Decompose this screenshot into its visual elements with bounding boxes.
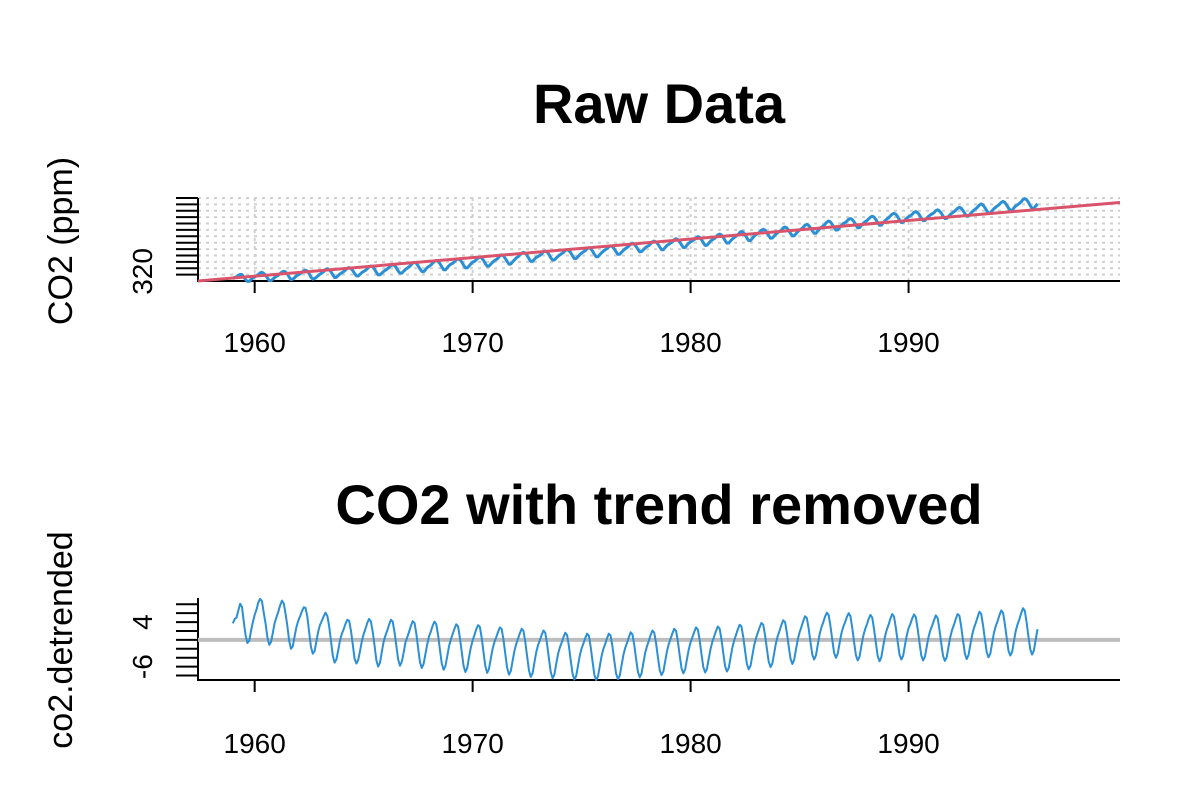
y-tick-label: 4 (127, 614, 158, 630)
x-tick-label: 1970 (441, 327, 503, 358)
x-tick-label: 1990 (877, 327, 939, 358)
detrended-title: CO2 with trend removed (335, 473, 982, 536)
raw-data-title: Raw Data (533, 72, 786, 135)
x-tick-label: 1960 (224, 327, 286, 358)
detrended-panel: CO2 with trend removed co2.detrended 4 -6… (42, 473, 1120, 759)
detrended-y-axis-label: co2.detrended (42, 531, 80, 748)
y-tick-label: 320 (127, 248, 158, 295)
x-tick-label: 1960 (224, 728, 286, 759)
raw-data-y-ticks: 320 (127, 197, 198, 295)
detrended-series-line (231, 597, 1039, 681)
x-tick-label: 1970 (441, 728, 503, 759)
y-tick-label: -6 (127, 654, 158, 679)
raw-data-y-axis-label: CO2 (ppm) (42, 157, 80, 325)
raw-data-panel: Raw Data CO2 (ppm) 320 1960 1970 1980 1990 (42, 72, 1121, 358)
x-tick-label: 1980 (659, 327, 721, 358)
raw-data-x-ticks: 1960 1970 1980 1990 (224, 281, 940, 358)
detrended-x-ticks: 1960 1970 1980 1990 (224, 680, 940, 759)
raw-data-trend-line (197, 200, 1121, 283)
x-tick-label: 1980 (659, 728, 721, 759)
detrended-y-ticks: 4 -6 (127, 603, 198, 679)
x-tick-label: 1990 (877, 728, 939, 759)
